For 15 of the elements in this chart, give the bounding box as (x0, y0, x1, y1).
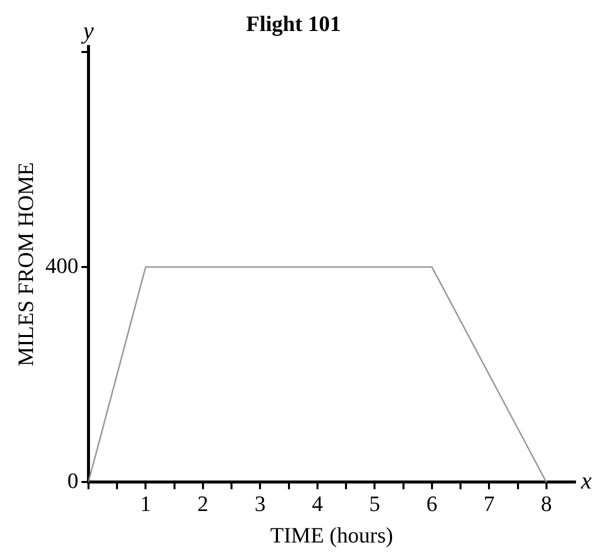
chart-title: Flight 101 (246, 10, 341, 36)
y-tick-label: 0 (67, 468, 78, 493)
x-tick-label: 4 (312, 491, 323, 516)
x-axis-title: TIME (hours) (270, 522, 394, 548)
x-tick-label: 6 (426, 491, 438, 516)
x-tick-label: 7 (484, 491, 495, 516)
x-tick-label: 1 (140, 491, 152, 516)
x-tick-label: 2 (197, 491, 208, 516)
text: x (580, 468, 592, 495)
x-tick-label: 3 (254, 491, 266, 516)
x-tick-label: 8 (540, 491, 552, 516)
y-tick-label: 400 (45, 252, 78, 278)
text: y (81, 18, 94, 45)
x-tick-label: 5 (369, 491, 380, 516)
y-axis-title: MILES FROM HOME (12, 162, 38, 366)
